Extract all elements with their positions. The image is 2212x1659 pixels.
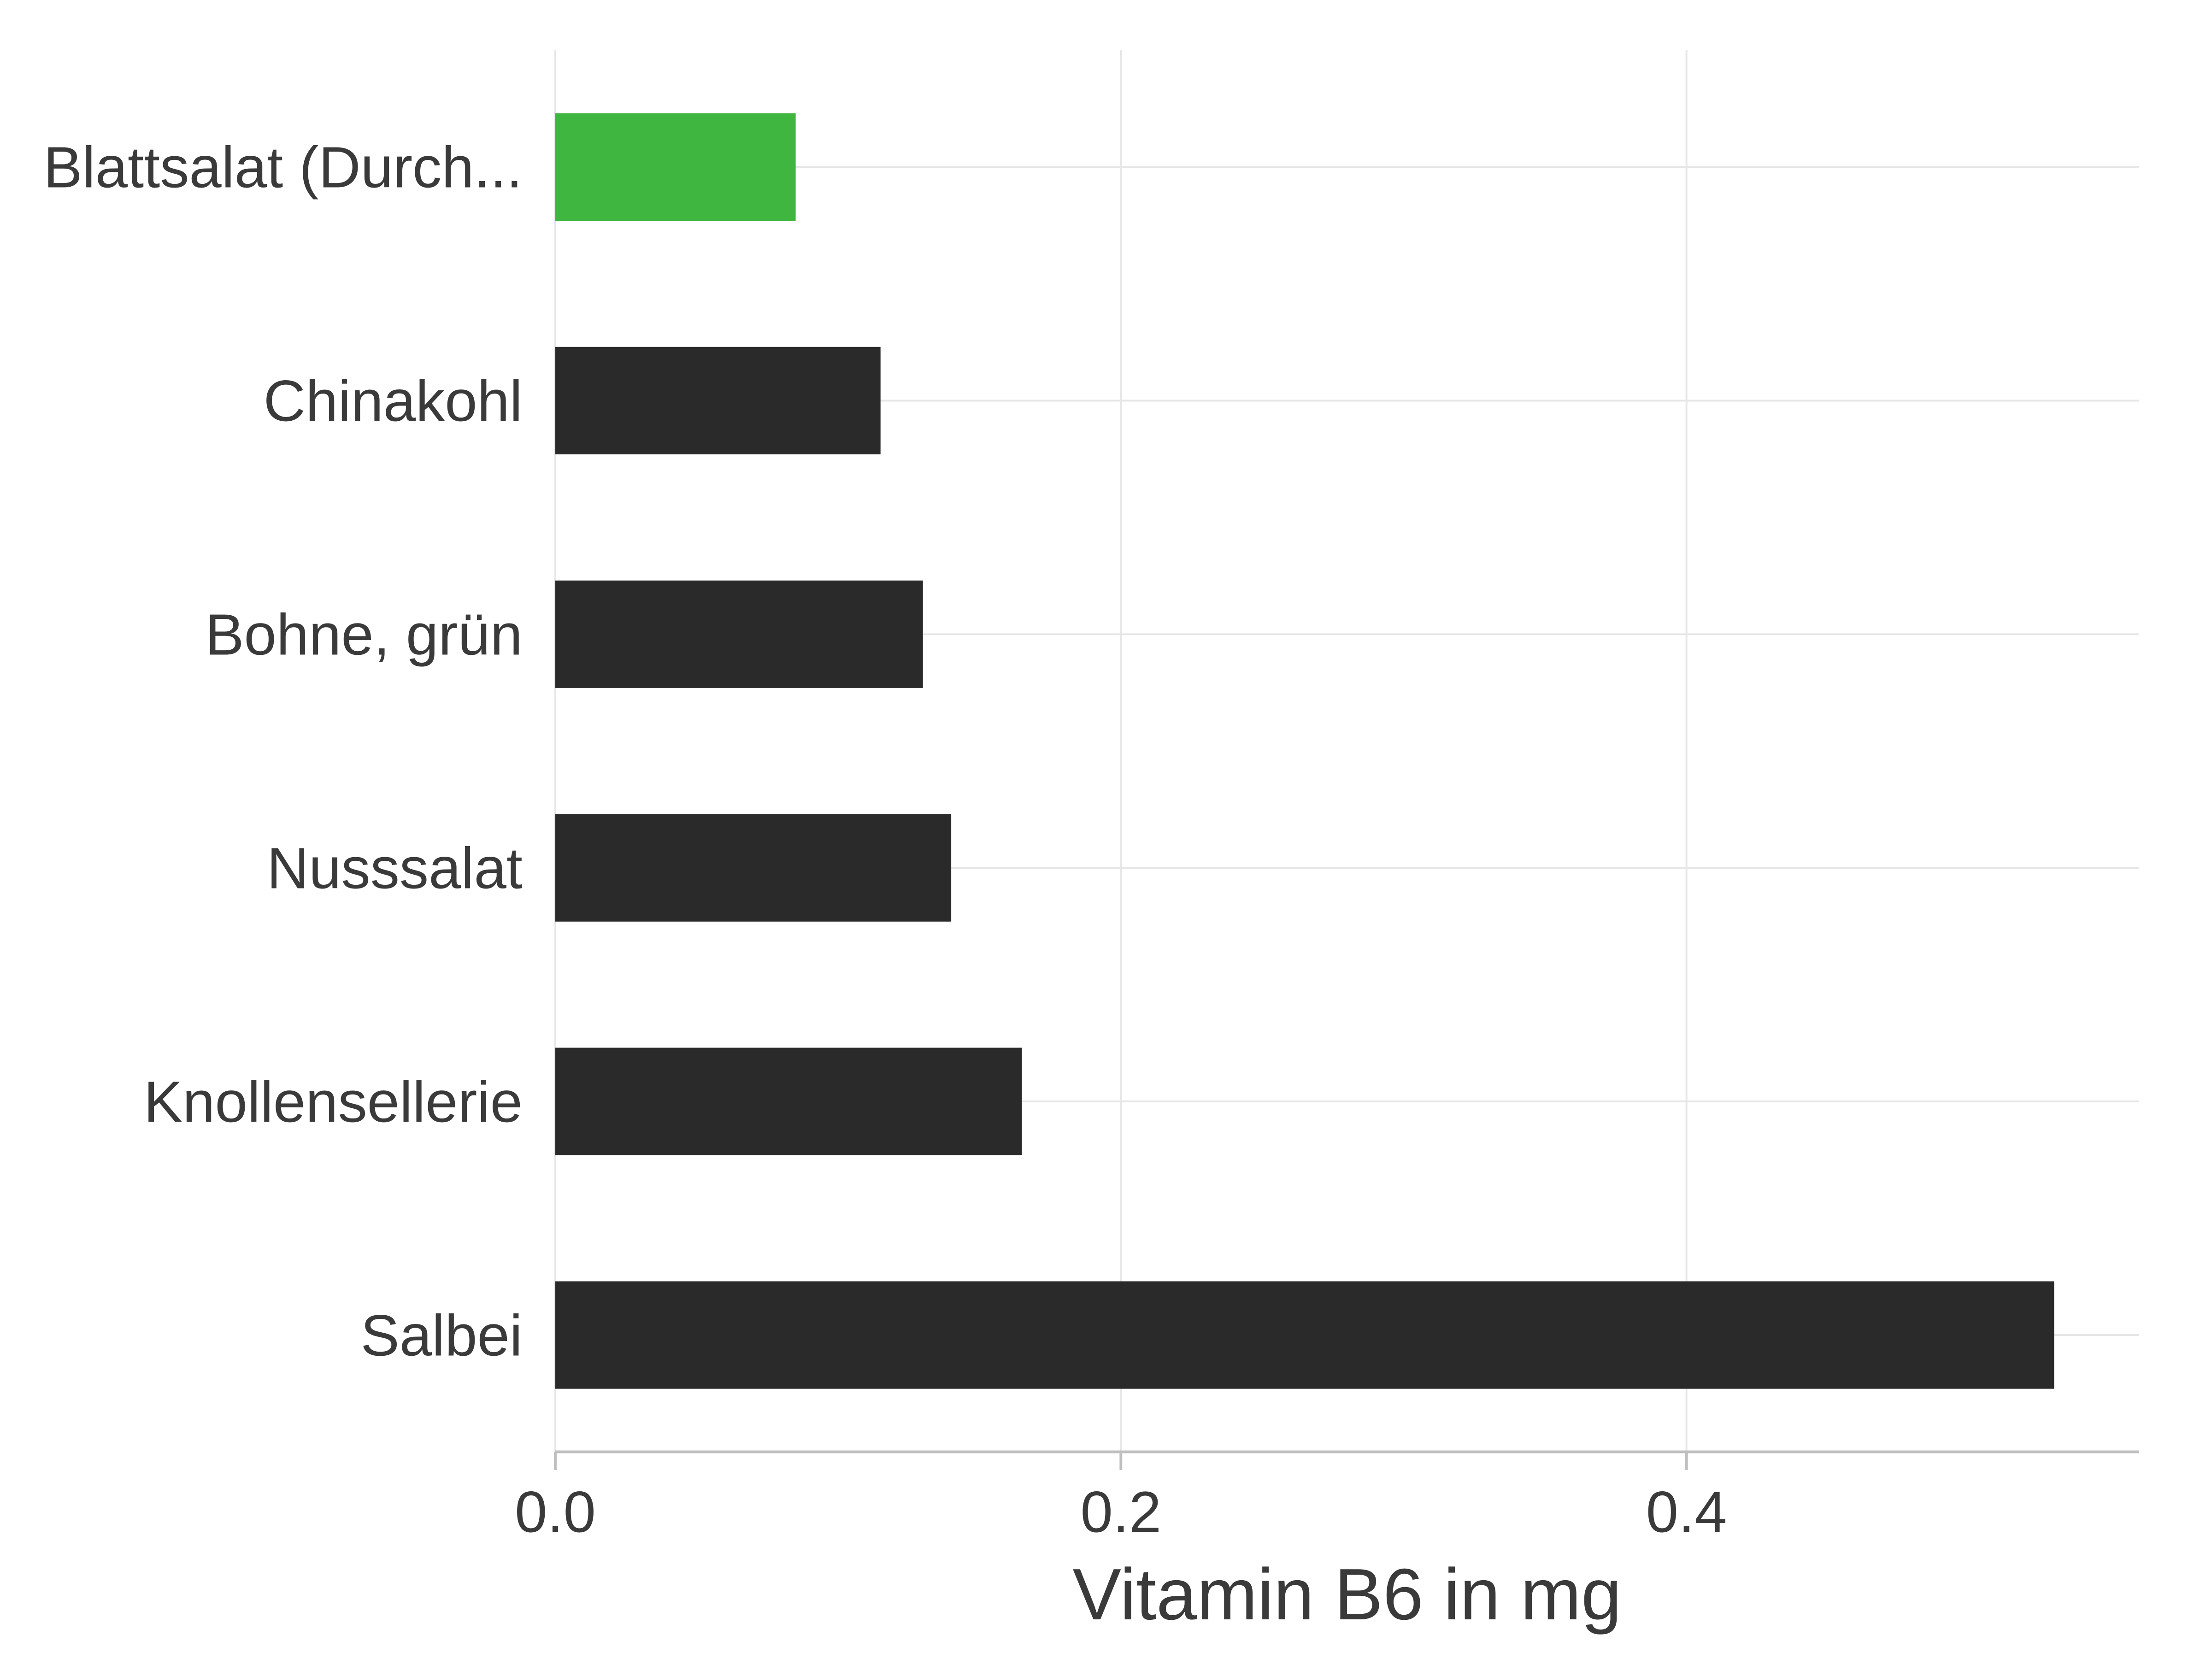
x-tick-label: 0.2 (1080, 1479, 1161, 1544)
y-axis-label: Blattsalat (Durch... (43, 135, 523, 200)
y-axis-label: Bohne, grün (205, 602, 523, 667)
bar (555, 113, 796, 221)
bar (555, 1281, 2054, 1388)
bar (555, 581, 923, 688)
chart-container: Blattsalat (Durch... Chinakohl Bohne, grün… (0, 0, 2212, 1659)
x-tick-label: 0.4 (1646, 1479, 1727, 1544)
bar (555, 1048, 1022, 1155)
y-axis-label: Nusssalat (267, 835, 523, 900)
x-axis-title: Vitamin B6 in mg (1073, 1554, 1622, 1635)
x-tick-label: 0.0 (515, 1479, 596, 1544)
y-axis-label: Knollensellerie (144, 1069, 523, 1134)
bar (555, 814, 951, 922)
y-axis-label: Chinakohl (264, 369, 523, 434)
y-axis-label: Salbei (361, 1303, 523, 1368)
bar-chart: Blattsalat (Durch... Chinakohl Bohne, grün… (9, 14, 2194, 1652)
bar (555, 347, 881, 454)
